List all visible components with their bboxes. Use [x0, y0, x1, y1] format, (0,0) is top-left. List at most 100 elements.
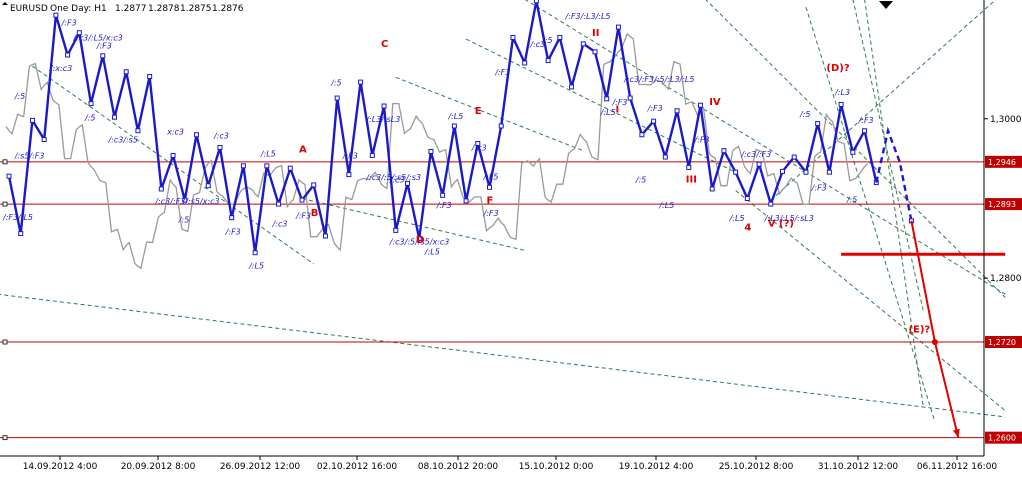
wave-count-label: 4 [744, 222, 751, 233]
wave-point [651, 118, 657, 124]
wave-point [346, 172, 352, 178]
wave-label: /:L3/:sL3 [365, 115, 400, 124]
time-tick-label: 26.09.2012 12:00 [220, 462, 301, 472]
wave-point [53, 12, 59, 18]
wave-count-label: C [381, 39, 388, 50]
wave-count-label: (E)? [908, 324, 930, 335]
wave-point [463, 198, 469, 204]
wave-point [416, 235, 422, 241]
header-open: 1.2877 [115, 4, 147, 14]
wave-label: /:F3 [811, 184, 827, 193]
wave-label: /:c3 [213, 132, 229, 141]
wave-point [510, 34, 516, 40]
wave-point [334, 95, 340, 101]
wave-point [440, 192, 446, 198]
wave-point [475, 140, 481, 146]
wave-point [826, 169, 832, 175]
wave-label: /:5 [14, 92, 25, 101]
wave-label: /:L3 [834, 88, 850, 97]
wave-label: /:s5/:F3 [14, 152, 45, 161]
wave-point [229, 215, 235, 221]
price-level-anchor [2, 435, 8, 441]
wave-point [182, 197, 188, 203]
wave-point [838, 101, 844, 107]
wave-point [592, 49, 598, 55]
wave-label: /:c3 [471, 144, 487, 153]
wave-label: /:F3 [858, 116, 874, 125]
arrow-head [952, 428, 960, 438]
time-tick-label: 20.09.2012 8:00 [121, 462, 196, 472]
wave-point [18, 231, 24, 237]
wave-point [487, 184, 493, 190]
wave-count-label: E [475, 106, 482, 117]
wave-point [287, 165, 293, 171]
wave-point [264, 163, 270, 169]
wave-count-label: B [311, 208, 319, 219]
wave-label: /:L5 [447, 112, 463, 121]
price-level-label: 1,2946 [988, 158, 1016, 167]
wave-point [322, 233, 328, 239]
wave-point [276, 201, 282, 207]
wave-label: /:F3 [436, 201, 452, 210]
wave-label: /:F3 [61, 19, 77, 28]
price-level-anchor [2, 201, 8, 207]
wave-point [697, 102, 703, 108]
wave-point [451, 123, 457, 129]
wave-label: /:F3 [342, 152, 358, 161]
price-level-label: 1,2600 [988, 434, 1016, 443]
wave-point [240, 163, 246, 169]
wave-point [158, 186, 164, 192]
wave-point [815, 121, 821, 127]
header-high: 1.2878 [148, 4, 180, 14]
wave-count-label: I [615, 104, 619, 115]
wave-count-label: F [487, 195, 494, 206]
price-series [5, 32, 869, 270]
wave-point [76, 30, 82, 36]
wave-point [721, 148, 727, 154]
chart-shift-icon[interactable] [879, 1, 893, 9]
wave-point [369, 152, 375, 158]
wave-label: /:F3 [647, 104, 663, 113]
wave-point [299, 197, 305, 203]
price-axis: 1,3000 1,2800 1,2946 1,2893 1,2720 1,2600 [984, 115, 1022, 444]
wave-point [100, 53, 106, 59]
price-level-label: 1,2720 [988, 338, 1016, 347]
wave-label: /:c3/:L5/x:c3 [72, 34, 122, 43]
wave-label: /:5 [330, 78, 341, 87]
wave-point [381, 103, 387, 109]
wave-point [498, 123, 504, 129]
price-level-box [985, 336, 1022, 348]
price-level-label: 1,2893 [988, 200, 1016, 209]
wave-label: /:F3 [483, 209, 499, 218]
wave-label: /:c3/:F3 [740, 150, 771, 159]
price-level-box [985, 155, 1022, 168]
wave-label: /:c3 [272, 219, 288, 228]
wave-point [65, 52, 71, 58]
wave-point [6, 173, 12, 179]
chart-header: EURUSD One Day: H1 1.2877 1.2878 1.2875 … [2, 2, 244, 14]
time-tick-label: 08.10.2012 20:00 [418, 462, 499, 472]
wave-point [557, 34, 563, 40]
wave-point [88, 101, 94, 107]
wave-point [791, 154, 797, 160]
wave-label: /:L5 [424, 247, 440, 256]
wave-point [709, 186, 715, 192]
wave-label: /:5 [541, 36, 552, 45]
time-tick-label: 25.10.2012 8:00 [719, 462, 794, 472]
trend-line [301, 198, 525, 251]
wave-point [604, 96, 610, 102]
wave-label: /:c3/:F3/:s5/x:c3 [154, 197, 219, 206]
wave-series [6, 0, 879, 256]
time-tick-label: 15.10.2012 0:00 [519, 462, 594, 472]
wave-label: /:F3 [494, 68, 510, 77]
wave-point [29, 117, 35, 123]
wave-label: /:L5 [600, 108, 616, 117]
header-close: 1.2876 [212, 4, 244, 14]
wave-label: /:F3 [611, 98, 627, 107]
wave-label: /:c3 [529, 40, 545, 49]
trend-line [525, 0, 1006, 295]
time-tick-label: 14.09.2012 4:00 [23, 462, 98, 472]
